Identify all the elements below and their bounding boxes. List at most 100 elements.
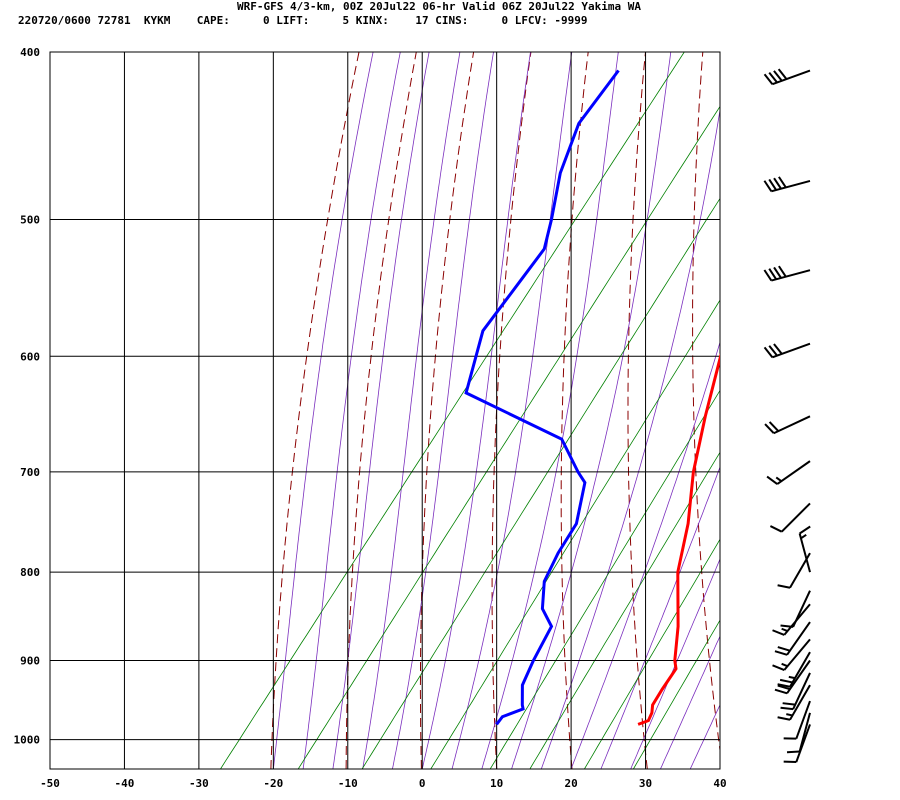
wind-barb-staff	[772, 342, 811, 359]
moist-adiabat-line	[600, 465, 720, 769]
wind-barb	[763, 68, 811, 86]
wind-barb-flag	[768, 178, 778, 191]
wind-barb-flag	[772, 664, 785, 671]
x-tick-label: 30	[639, 777, 652, 790]
wind-barb-flag	[777, 683, 791, 688]
wind-barb-flag	[786, 750, 800, 754]
wind-barb-flag	[780, 706, 794, 711]
x-tick-label: 10	[490, 777, 503, 790]
moist-adiabat-line	[540, 107, 720, 769]
y-tick-label: 600	[20, 350, 40, 363]
wind-barb-flag	[779, 678, 793, 684]
mixing-ratio-line	[489, 389, 720, 769]
chart-title: WRF-GFS 4/3-km, 00Z 20Jul22 06-hr Valid …	[237, 0, 641, 13]
thermo-background-lines	[220, 52, 900, 769]
wind-barb-staff	[776, 460, 811, 485]
wind-barb-flag	[774, 650, 788, 656]
moist-adiabat-line	[481, 52, 619, 769]
wind-barb-staff	[795, 724, 811, 763]
wind-barb-flag	[778, 176, 787, 188]
wind-barb-staff	[771, 269, 811, 282]
wind-barb-flag	[777, 646, 791, 652]
wind-barb-half-flag	[775, 476, 782, 483]
moist-adiabat-line	[630, 558, 720, 769]
wind-barb-flag	[773, 266, 782, 279]
wind-barb-flag	[774, 688, 788, 695]
moist-adiabat-line	[421, 52, 531, 769]
wind-barb	[777, 552, 811, 589]
y-tick-label: 700	[20, 466, 40, 479]
wind-barb-flag	[769, 525, 783, 533]
wind-barb-flag	[768, 421, 780, 432]
wind-barb-staff	[795, 700, 811, 740]
wind-barb	[786, 712, 811, 754]
moist-adiabat-line	[392, 52, 494, 769]
wind-barb-staff	[792, 672, 811, 710]
wind-barb-half-flag	[786, 713, 793, 717]
wind-barb-flag	[773, 177, 782, 190]
wind-barb	[774, 621, 811, 656]
moist-adiabat-line	[660, 635, 720, 769]
wind-barb-half-flag	[781, 627, 788, 632]
moist-adiabat-line	[570, 340, 720, 769]
mixing-ratio-line	[430, 299, 720, 769]
sounding-profiles	[464, 69, 720, 726]
wind-barb-flag	[763, 269, 773, 282]
wind-barb-flag	[782, 702, 796, 706]
wind-barb-half-flag	[800, 533, 807, 540]
x-tick-label: -10	[338, 777, 358, 790]
wind-barb-flag	[768, 71, 778, 84]
x-tick-label: -20	[263, 777, 283, 790]
mixing-ratio-line	[584, 538, 720, 769]
moist-adiabat-line	[332, 52, 430, 769]
wind-barb-staff	[783, 603, 811, 636]
wind-barb-staff	[786, 621, 811, 656]
wind-barb-flag	[777, 68, 788, 80]
dry-adiabat-line	[419, 52, 475, 769]
x-tick-label: 20	[564, 777, 577, 790]
mixing-ratio-line	[529, 451, 720, 769]
wind-barb-flag	[772, 629, 785, 636]
x-tick-label: -40	[115, 777, 135, 790]
wind-barb-half-flag	[781, 662, 788, 668]
wind-barb	[783, 700, 811, 740]
plot-frame	[49, 51, 721, 770]
wind-barb-flag	[778, 265, 787, 278]
wind-barb-staff	[786, 659, 811, 694]
wind-barb-flag	[766, 475, 778, 485]
dry-adiabat-line	[627, 52, 648, 769]
wind-barb-flag	[799, 525, 811, 535]
wind-barb-staff	[781, 502, 811, 533]
wind-barb	[780, 672, 811, 711]
y-tick-label: 1000	[14, 734, 41, 747]
axis-tick-labels: 400 500 600 700 800 900 1000 -50 -40 -30 -20 -10 0 10…	[14, 46, 727, 790]
x-tick-label: 0	[419, 777, 426, 790]
dry-adiabat-line	[270, 52, 360, 769]
grid-lines	[50, 51, 720, 769]
wind-barb	[783, 724, 811, 763]
wind-barb	[772, 638, 811, 671]
wind-barb	[777, 684, 811, 721]
mixing-ratio-line	[633, 619, 720, 769]
x-tick-label: -50	[40, 777, 60, 790]
wind-barb-flag	[763, 180, 773, 192]
wind-barb-staff	[773, 415, 811, 435]
dry-adiabat-line	[875, 52, 900, 769]
wind-barb-staff	[783, 638, 811, 671]
wind-barb-flag	[777, 684, 791, 691]
wind-barb	[777, 651, 811, 688]
wind-barb-flag	[768, 268, 778, 280]
y-tick-label: 900	[20, 655, 40, 668]
wind-barb	[798, 525, 811, 573]
dry-adiabat-line	[491, 52, 532, 769]
mixing-ratio-line	[220, 52, 685, 769]
wind-barb	[772, 603, 811, 636]
wind-barb-flag	[763, 73, 774, 85]
moist-adiabat-line	[362, 52, 461, 769]
wind-barb-staff	[789, 684, 811, 721]
wind-barb-staff	[798, 712, 811, 752]
temperature-profile-line	[637, 353, 720, 726]
wind-barb	[763, 176, 811, 193]
wind-barb	[774, 659, 811, 695]
